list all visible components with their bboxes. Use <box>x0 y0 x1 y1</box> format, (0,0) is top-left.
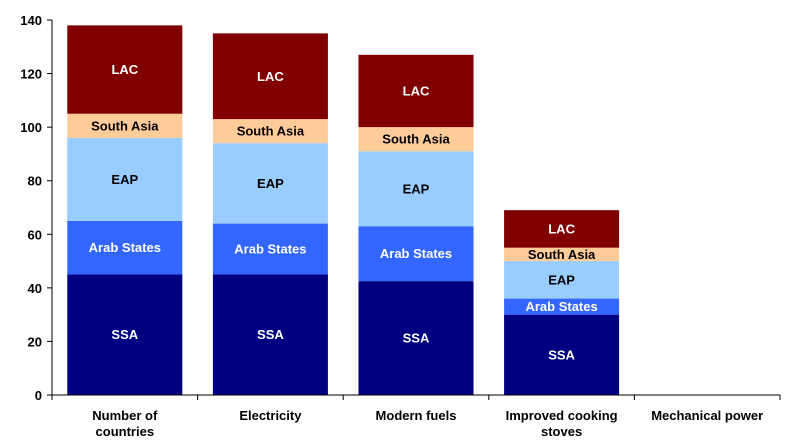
segment-label: EAP <box>548 272 575 287</box>
segment-label: SSA <box>257 327 284 342</box>
y-tick-label: 100 <box>20 120 42 135</box>
bar-segment <box>504 314 620 395</box>
segment-label: Arab States <box>525 299 597 314</box>
y-tick-label: 80 <box>28 174 42 189</box>
segment-label: EAP <box>111 172 138 187</box>
x-tick-label-line: countries <box>96 424 155 439</box>
bar-segment <box>212 223 328 275</box>
x-tick-label-line: Number of <box>92 408 158 423</box>
segment-label: LAC <box>257 69 284 84</box>
segment-label: South Asia <box>237 124 305 139</box>
segment-label: South Asia <box>382 132 450 147</box>
x-tick-label-line: stoves <box>541 424 582 439</box>
bar-segment <box>504 298 620 315</box>
x-tick-label: Modern fuels <box>376 408 457 423</box>
segment-label: LAC <box>403 83 430 98</box>
bar-segment <box>504 247 620 262</box>
bar-segment <box>212 33 328 120</box>
x-tick-label-line: Mechanical power <box>651 408 763 423</box>
segment-label: South Asia <box>528 247 596 262</box>
x-tick-label: Number of countries <box>92 408 158 439</box>
bar-segment <box>212 274 328 395</box>
y-tick-label: 40 <box>28 281 42 296</box>
x-tick-label: Mechanical power <box>651 408 763 423</box>
bar-segment <box>67 113 183 138</box>
segment-label: LAC <box>111 62 138 77</box>
bar-segment <box>504 261 620 299</box>
x-tick-label: Electricity <box>239 408 302 423</box>
y-tick-label: 140 <box>20 13 42 28</box>
y-tick-label: 120 <box>20 67 42 82</box>
bar-segment <box>67 274 183 395</box>
bar-segment <box>358 151 474 227</box>
bar-segment <box>358 127 474 152</box>
segment-label: LAC <box>548 221 575 236</box>
segment-label: EAP <box>257 176 284 191</box>
y-tick-label: 60 <box>28 227 42 242</box>
x-tick-label: Improved cooking stoves <box>506 408 618 439</box>
x-tick-label-line: Electricity <box>239 408 302 423</box>
segment-label: Arab States <box>380 246 452 261</box>
bar-segment <box>358 281 474 395</box>
segment-label: South Asia <box>91 118 159 133</box>
x-tick-label-line: Modern fuels <box>376 408 457 423</box>
segment-label: EAP <box>403 181 430 196</box>
segment-label: SSA <box>111 327 138 342</box>
bar-segment <box>67 220 183 275</box>
segment-label: Arab States <box>234 242 306 257</box>
y-tick-label: 0 <box>35 388 42 403</box>
bar-segment <box>504 210 620 248</box>
bar-segment <box>358 226 474 282</box>
bar-segment <box>212 119 328 144</box>
y-tick-label: 20 <box>28 334 42 349</box>
segment-label: Arab States <box>89 240 161 255</box>
bar-segment <box>67 25 183 114</box>
bar-segment <box>67 137 183 221</box>
x-tick-label-line: Improved cooking <box>506 408 618 423</box>
bar-segment <box>212 143 328 224</box>
segment-label: SSA <box>548 347 575 362</box>
segment-label: SSA <box>403 331 430 346</box>
bar-segment <box>358 54 474 128</box>
